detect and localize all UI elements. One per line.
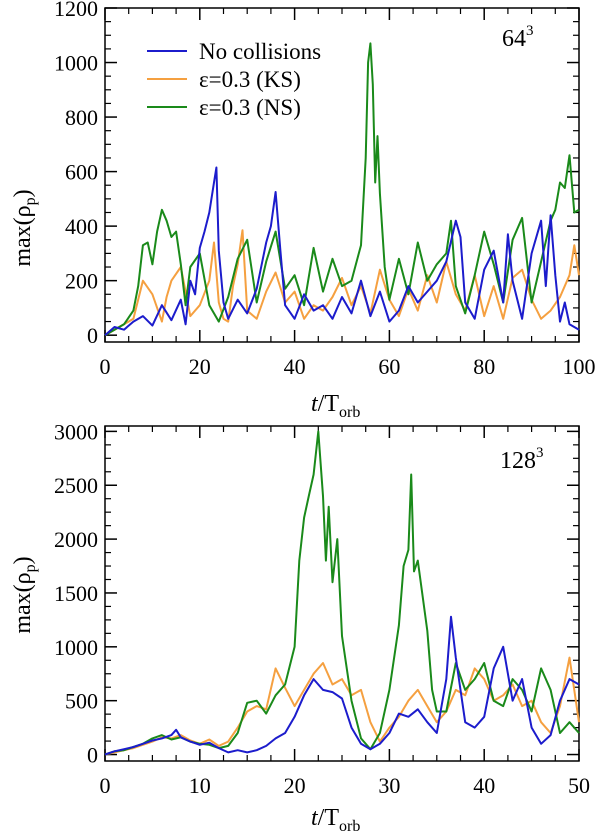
annotation-top-superscript: 3 [526,23,534,39]
series-line-ns-bottom [104,430,580,756]
annotation-bottom: 1283 [500,445,544,474]
x-tick-label-top: 0 [100,354,111,379]
y-tick-label-bottom: 2000 [54,527,98,552]
x-tick-label-bottom: 50 [568,773,590,798]
series-line-ks-bottom [104,656,580,756]
y-tick-label-bottom: 0 [87,743,98,768]
legend-label-ns: ε=0.3 (NS) [199,95,301,120]
plot-frame-bottom [104,425,580,762]
y-tick-label-top: 1000 [54,51,98,76]
x-tick-label-bottom: 0 [100,773,111,798]
legend: No collisions ε=0.3 (KS) ε=0.3 (NS) [147,39,321,120]
x-tick-label-bottom: 30 [378,773,400,798]
y-axis-label-top: max(ρp) [10,189,39,266]
y-tick-label-bottom: 500 [65,689,98,714]
legend-label-ks: ε=0.3 (KS) [199,67,301,92]
y-axis-label-bottom: max(ρp) [10,556,39,633]
annotation-bottom-superscript: 3 [536,445,544,461]
annotation-top: 643 [502,23,534,52]
y-tick-label-bottom: 2500 [54,473,98,498]
y-tick-label-top: 400 [65,214,98,239]
series-line-no-collisions-top [104,166,580,336]
x-tick-label-top: 100 [563,354,596,379]
y-tick-label-top: 800 [65,105,98,130]
x-tick-label-bottom: 10 [189,773,211,798]
x-tick-label-bottom: 40 [473,773,495,798]
y-tick-label-bottom: 3000 [54,419,98,444]
x-tick-label-top: 80 [473,354,495,379]
series-lines-bottom [104,430,580,756]
x-tick-label-top: 40 [284,354,306,379]
y-tick-label-bottom: 1000 [54,635,98,660]
y-tick-label-top: 1200 [54,0,98,21]
series-line-no-collisions-bottom [104,615,580,756]
y-tick-label-top: 0 [87,323,98,348]
x-axis-label-top: t/Torb [311,391,360,421]
y-tick-label-top: 200 [65,269,98,294]
x-axis-label-bottom: t/Torb [311,805,360,832]
series-line-ns-top [104,42,580,337]
legend-label-no-collisions: No collisions [199,39,321,64]
x-tick-label-bottom: 20 [284,773,306,798]
plot-frame-top [104,7,580,343]
y-tick-label-bottom: 1500 [54,581,98,606]
x-tick-label-top: 20 [189,354,211,379]
series-lines-top [104,42,580,337]
x-tick-label-top: 60 [378,354,400,379]
y-tick-label-top: 600 [65,160,98,185]
